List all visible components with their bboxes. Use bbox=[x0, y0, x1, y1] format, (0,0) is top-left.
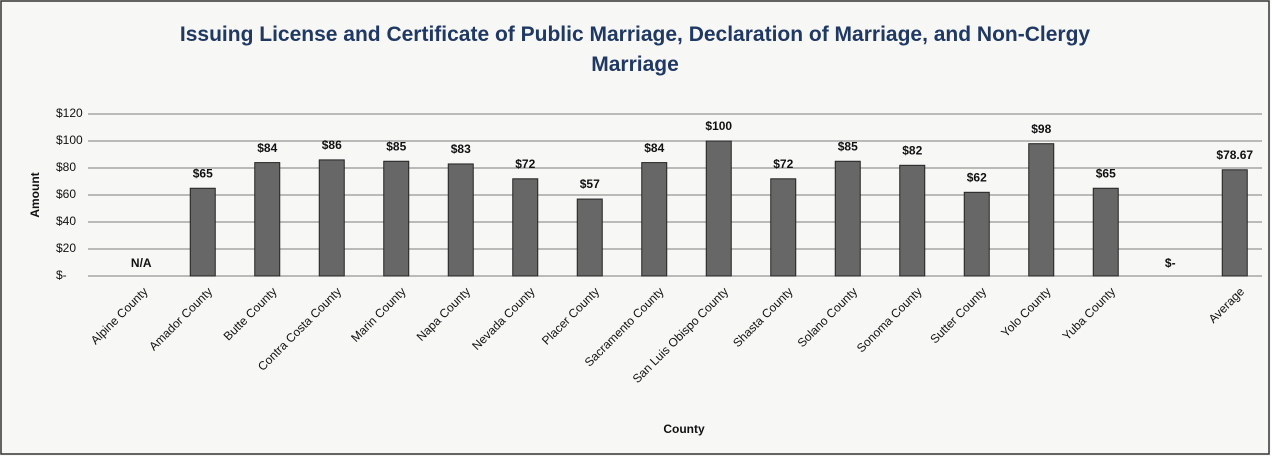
data-label: $- bbox=[1165, 256, 1176, 270]
y-axis-label: Amount bbox=[28, 172, 42, 217]
data-label: $100 bbox=[705, 119, 732, 133]
bar bbox=[254, 162, 281, 277]
x-tick-label: Marin County bbox=[348, 284, 408, 344]
chart-title: Issuing License and Certificate of Publi… bbox=[179, 23, 1091, 76]
data-label: $57 bbox=[580, 177, 600, 191]
y-tick-label: $- bbox=[56, 268, 67, 282]
data-label: $83 bbox=[451, 142, 471, 156]
x-tick-label: Sutter County bbox=[927, 284, 989, 346]
data-label: $62 bbox=[967, 170, 987, 184]
data-label: $72 bbox=[773, 157, 793, 171]
bar bbox=[899, 164, 926, 277]
bar bbox=[705, 140, 732, 277]
data-label: $85 bbox=[838, 139, 858, 153]
x-tick-label: Average bbox=[1206, 284, 1248, 326]
x-tick-label: Solano County bbox=[795, 284, 861, 350]
bar bbox=[512, 178, 539, 277]
y-tick-label: $20 bbox=[56, 241, 76, 255]
x-tick-label: Alpine County bbox=[88, 284, 151, 347]
y-tick-label: $40 bbox=[56, 214, 76, 228]
data-label: $84 bbox=[257, 141, 277, 155]
data-label: $65 bbox=[1096, 166, 1116, 180]
data-label: $72 bbox=[515, 157, 535, 171]
bar bbox=[1221, 169, 1248, 277]
bar bbox=[189, 187, 216, 277]
x-tick-label: Shasta County bbox=[730, 284, 796, 350]
data-label: $98 bbox=[1031, 122, 1051, 136]
data-label: $84 bbox=[644, 141, 664, 155]
data-label: $65 bbox=[193, 166, 213, 180]
bar bbox=[770, 178, 797, 277]
x-tick-label: Butte County bbox=[221, 284, 280, 343]
bar bbox=[641, 162, 668, 277]
y-tick-label: $60 bbox=[56, 187, 76, 201]
x-tick-label: Yolo County bbox=[998, 284, 1053, 339]
x-axis-label: County bbox=[663, 422, 705, 436]
x-tick-label: Amador County bbox=[146, 284, 215, 353]
bar bbox=[1092, 187, 1119, 277]
bar bbox=[834, 160, 861, 277]
data-label: $78.67 bbox=[1216, 148, 1253, 162]
bar bbox=[383, 160, 410, 277]
x-tick-label: Placer County bbox=[539, 284, 602, 347]
y-tick-label: $80 bbox=[56, 160, 76, 174]
y-tick-label: $100 bbox=[56, 133, 83, 147]
data-label: $86 bbox=[322, 138, 342, 152]
bar bbox=[318, 159, 345, 277]
x-tick-label: Sonoma County bbox=[854, 284, 925, 355]
data-label: $82 bbox=[902, 143, 922, 157]
bar bbox=[576, 198, 603, 277]
x-tick-label: Nevada County bbox=[469, 284, 537, 352]
bar bbox=[447, 163, 474, 277]
bar bbox=[1028, 143, 1055, 277]
data-label: $85 bbox=[386, 139, 406, 153]
x-tick-label: Napa County bbox=[414, 284, 473, 343]
y-tick-label: $120 bbox=[56, 106, 83, 120]
bar bbox=[963, 191, 990, 277]
data-label: N/A bbox=[131, 256, 152, 270]
x-tick-label: Yuba County bbox=[1060, 284, 1118, 342]
